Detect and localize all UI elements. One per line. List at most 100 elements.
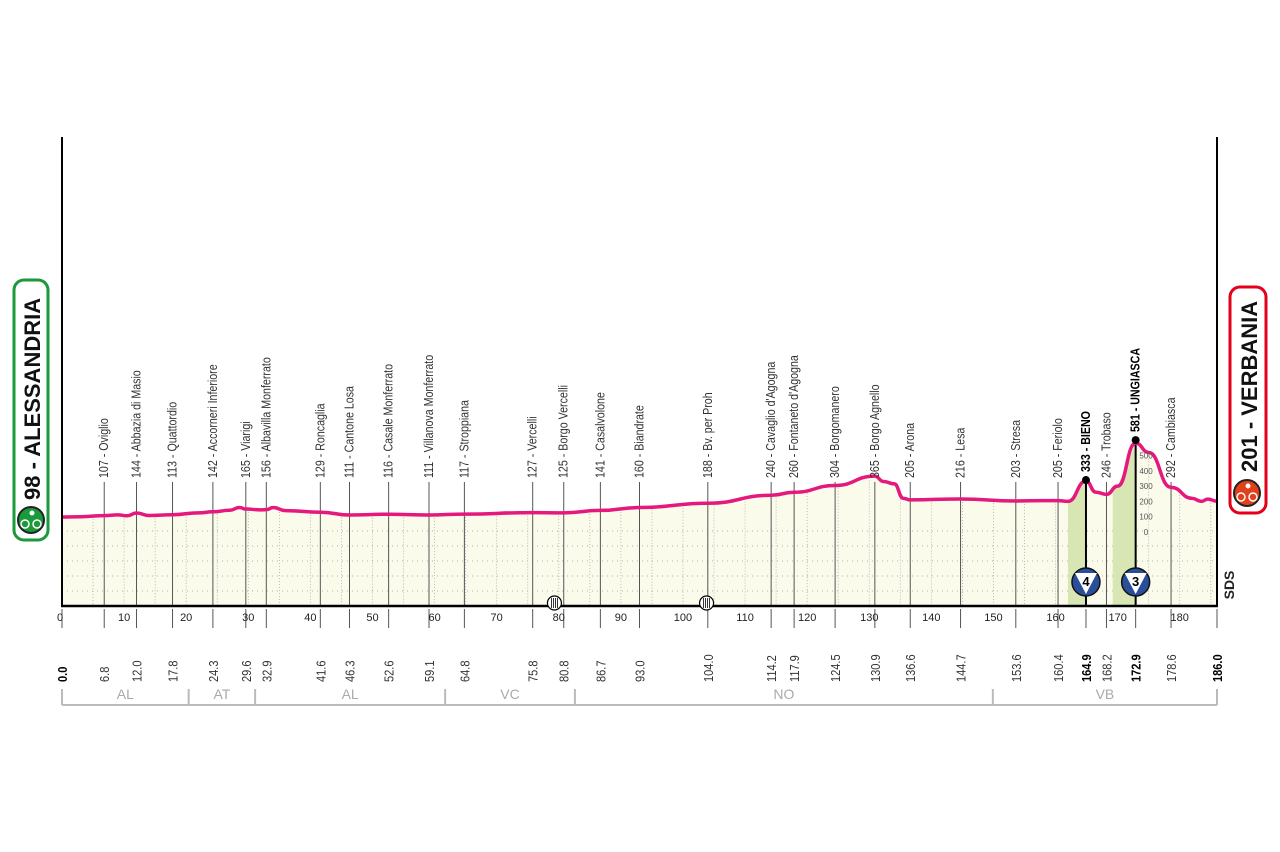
start-badge: 98 - ALESSANDRIA [12, 278, 50, 542]
region-label: VC [500, 686, 519, 702]
region-label: NO [773, 686, 794, 702]
place-label: 216 - Lesa [953, 427, 968, 478]
place-label: 117 - Stroppiana [456, 400, 471, 478]
x-tick-label: 170 [1108, 612, 1126, 624]
km-label: 24.3 [206, 660, 221, 682]
km-label: 86.7 [594, 660, 609, 682]
railway-crossing-icon [698, 595, 715, 611]
place-label: 113 - Quattordio [165, 401, 180, 478]
km-label: 186.0 [1210, 654, 1225, 682]
x-tick-label: 60 [428, 612, 440, 624]
x-tick-label: 40 [304, 612, 316, 624]
x-tick-label: 160 [1046, 612, 1064, 624]
km-label: 29.6 [239, 660, 254, 682]
place-labels: 107 - Oviglio 144 - Abbazia di Masio 113 -… [96, 348, 1178, 478]
km-label: 6.8 [97, 666, 112, 682]
regions: AL AT AL VC NO VB [61, 686, 1218, 706]
x-tick-label: 20 [180, 612, 192, 624]
place-label: 141 - Casalvolone [592, 392, 607, 478]
place-label: 333 - BIENO [1078, 411, 1093, 472]
x-tick-label: 30 [242, 612, 254, 624]
altitude-scale: 500 400 300 200 100 0 [1139, 452, 1153, 538]
start-label: 98 - ALESSANDRIA [20, 298, 45, 500]
km-label: 104.0 [701, 654, 716, 682]
place-label: 365 - Borgo Agnello [867, 384, 882, 478]
x-tick-label: 80 [553, 612, 565, 624]
place-label: 205 - Feriolo [1050, 418, 1065, 478]
sds-label: SDS [1221, 571, 1237, 600]
finish-badge: 201 - VERBANIA [1228, 285, 1268, 515]
finish-label: 201 - VERBANIA [1237, 301, 1262, 472]
region-label: AL [342, 686, 359, 702]
km-label: 52.6 [382, 660, 397, 682]
x-tick-labels: 0 10 20 30 40 50 60 70 80 90 100 110 120 130 140 150 160… [57, 612, 1189, 624]
railway-crossing-icon [546, 595, 563, 611]
place-label: 188 - Bv. per Proh [700, 392, 715, 478]
x-tick-label: 50 [366, 612, 378, 624]
place-label: 246 - Trobaso [1098, 412, 1113, 478]
x-tick-label: 120 [798, 612, 816, 624]
km-label: 117.9 [787, 655, 802, 682]
km-label: 172.9 [1129, 654, 1144, 682]
km-label: 178.6 [1164, 654, 1179, 682]
place-label: 203 - Stresa [1008, 420, 1023, 478]
x-tick-label: 180 [1171, 612, 1189, 624]
km-label: 168.2 [1100, 654, 1115, 682]
place-label: 142 - Accorneri Inferiore [205, 364, 220, 478]
x-tick-label: 10 [118, 612, 130, 624]
km-label: 80.8 [557, 660, 572, 682]
place-label: 156 - Albavilla Monferrato [258, 357, 273, 478]
cyclist-icon [1233, 479, 1261, 507]
x-tick-label: 0 [57, 612, 63, 624]
region-label: AL [117, 686, 134, 702]
km-label: 59.1 [422, 660, 437, 682]
km-label: 153.6 [1009, 654, 1024, 682]
km-label: 41.6 [313, 660, 328, 682]
km-label: 12.0 [130, 660, 145, 682]
place-label: 116 - Casale Monferrato [381, 364, 396, 478]
place-label: 165 - Viarigi [238, 421, 253, 478]
place-label: 292 - Cambiasca [1163, 397, 1178, 478]
x-tick-label: 100 [674, 612, 692, 624]
x-tick-label: 110 [736, 612, 754, 624]
summit-dot [1131, 436, 1140, 445]
km-labels: 0.0 6.8 12.0 17.8 24.3 29.6 32.9 41.6 46.3 52.6 59… [55, 654, 1225, 682]
km-label: 46.3 [343, 660, 358, 682]
region-label: AT [213, 686, 230, 702]
place-label: 144 - Abbazia di Masio [128, 370, 143, 478]
km-label: 75.8 [526, 660, 541, 682]
profile-line [61, 441, 1218, 519]
place-label: 127 - Vercelli [525, 416, 540, 478]
place-label: 581 - UNGIASCA [1128, 348, 1143, 432]
elevation-line [61, 441, 1218, 519]
x-tick-label: 150 [984, 612, 1002, 624]
altitude-scale-label: 300 [1139, 482, 1153, 491]
km-label: 93.0 [633, 660, 648, 682]
km-label: 114.2 [764, 655, 779, 682]
km-label: 144.7 [954, 654, 969, 682]
km-label: 17.8 [166, 660, 181, 682]
place-label: 160 - Biandrate [631, 405, 646, 478]
place-label: 129 - Roncaglia [312, 403, 327, 478]
cyclist-icon [17, 506, 45, 534]
place-label: 107 - Oviglio [96, 418, 111, 478]
place-label: 304 - Borgomanero [827, 386, 842, 478]
km-label: 32.9 [259, 660, 274, 682]
place-label: 205 - Arona [902, 423, 917, 478]
place-label: 111 - Villanova Monferrato [421, 355, 436, 478]
region-label: VB [1096, 686, 1115, 702]
km-label: 64.8 [458, 660, 473, 682]
altitude-scale-label: 200 [1139, 497, 1153, 506]
altitude-scale-label: 0 [1144, 528, 1149, 537]
altitude-scale-label: 400 [1139, 467, 1153, 476]
climb-category-label: 4 [1082, 574, 1090, 589]
x-tick-label: 70 [491, 612, 503, 624]
x-tick-label: 140 [922, 612, 940, 624]
x-tick-label: 130 [860, 612, 878, 624]
axes [61, 137, 1218, 608]
place-label: 111 - Cantone Losa [341, 386, 356, 478]
place-lines [61, 441, 1218, 628]
climb-triangle-icon [1124, 573, 1147, 594]
summit-dot [1081, 476, 1090, 485]
